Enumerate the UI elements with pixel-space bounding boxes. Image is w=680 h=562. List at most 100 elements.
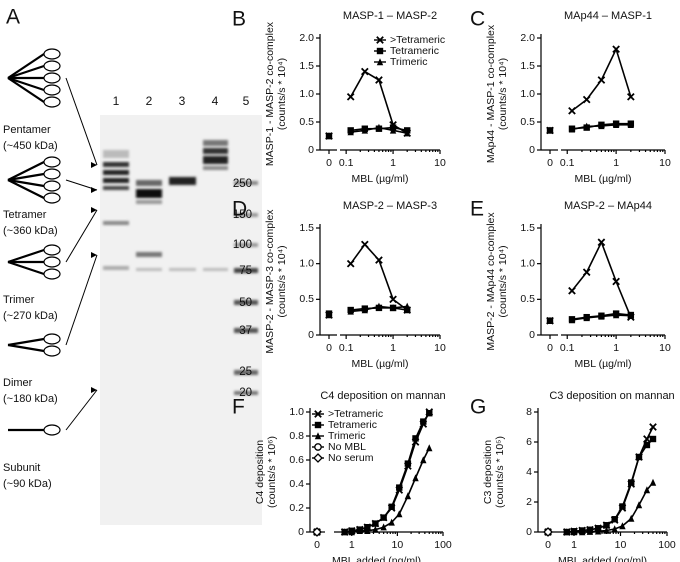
icon-head [43, 333, 61, 345]
icon-head [43, 84, 61, 96]
x-tick-label: 100 [434, 539, 452, 551]
arrow-head [91, 187, 97, 193]
icon-stalk [7, 64, 45, 80]
y-tick-label: 1.5 [520, 222, 535, 234]
marker-square [404, 460, 412, 467]
arrow-head [91, 207, 97, 213]
marker-square [649, 435, 657, 443]
icon-stalk [7, 53, 45, 79]
series-line [378, 79, 394, 126]
marker-cross [597, 76, 606, 84]
marker-triangle [568, 316, 576, 324]
marker-triangle [627, 121, 635, 128]
x-tick-label: 0 [326, 342, 332, 354]
marker-square [603, 522, 610, 529]
ladder-label: 250 [233, 178, 252, 190]
y-axis-label: (counts/s * 10⁴) [497, 245, 509, 317]
icon-stalk [7, 260, 45, 276]
x-axis-label: MBL (µg/ml) [352, 358, 409, 370]
molecule-icon [8, 387, 98, 436]
marker-triangle [628, 514, 635, 522]
arrow-head [91, 252, 97, 258]
icon-stalk [7, 76, 45, 92]
icon-head [43, 424, 61, 436]
series-line [630, 456, 640, 483]
lane-label: 1 [113, 94, 120, 108]
marker-triangle [347, 128, 354, 136]
y-tick-label: 0.5 [299, 116, 314, 128]
icon-stalk [7, 179, 45, 199]
marker-triangle [594, 527, 602, 535]
series-line [571, 125, 587, 131]
marker-triangle [404, 492, 412, 500]
x-tick-label: 10 [659, 342, 671, 354]
y-tick-label: 0 [308, 144, 314, 156]
marker-cross [568, 106, 576, 115]
marker-triangle [583, 122, 590, 130]
y-tick-label: 1.5 [299, 60, 314, 72]
y-tick-label: 2 [526, 496, 532, 508]
y-axis-label: MAp44 - MASP-1 co-complex [485, 24, 497, 163]
chart-title: MASP-2 – MASP-3 [343, 200, 437, 212]
marker-triangle [612, 311, 620, 319]
icon-head [43, 256, 61, 268]
marker-triangle [388, 518, 395, 526]
x-tick-label: 0.1 [339, 157, 354, 169]
y-tick-label: 0.5 [520, 293, 535, 305]
icon-stalk [7, 343, 45, 353]
marker-triangle [578, 528, 586, 536]
molecule-icon [7, 207, 98, 280]
x-tick-label: 0 [314, 539, 320, 551]
ladder-label: 100 [233, 239, 252, 251]
x-axis-label: MBL (µg/ml) [575, 173, 632, 185]
marker-triangle [380, 523, 387, 531]
marker-square [426, 410, 433, 417]
y-tick-label: 0.4 [289, 478, 304, 490]
ladder-label: 50 [239, 297, 252, 309]
marker-square [396, 484, 403, 491]
y-tick-label: 1.0 [299, 88, 314, 100]
panel-label: G [470, 396, 486, 419]
x-tick-label: 1 [349, 539, 355, 551]
chart-title: C3 deposition on mannan [549, 390, 674, 402]
marker-square [412, 435, 419, 442]
panel-label: A [6, 6, 20, 29]
gel-background [100, 115, 262, 525]
y-axis-label: (counts/s * 10⁵) [494, 436, 506, 508]
marker-cross [346, 259, 355, 268]
y-tick-label: 1.5 [299, 222, 314, 234]
icon-stalk [7, 161, 45, 181]
series-line [571, 317, 587, 321]
icon-head [43, 268, 61, 280]
icon-stalk [7, 172, 45, 182]
icon-head [43, 192, 61, 204]
marker-triangle [635, 501, 643, 509]
series-line [586, 315, 602, 319]
marker-cross [582, 95, 591, 104]
marker-square [314, 421, 322, 429]
marker-triangle [325, 311, 333, 319]
icon-head [43, 72, 61, 84]
molecule-name: Pentamer [3, 124, 51, 136]
x-axis-label: MBL (µg/ml) [352, 173, 409, 185]
series-line [601, 124, 617, 127]
molecule-name: Dimer [3, 377, 33, 389]
marker-square [388, 503, 395, 510]
y-tick-label: 0.8 [289, 430, 304, 442]
ladder-label: 75 [239, 265, 252, 277]
marker-triangle [546, 126, 554, 134]
y-axis-label: (counts/s * 10⁴) [276, 245, 288, 317]
marker-triangle [403, 129, 411, 137]
marker-diamond [312, 527, 322, 537]
arrow-line [65, 209, 98, 263]
marker-triangle [546, 316, 554, 324]
series-line [600, 241, 617, 282]
x-tick-label: 10 [659, 157, 671, 169]
marker-cross [360, 67, 369, 76]
arrow-line [65, 77, 98, 166]
marker-cross [568, 286, 576, 295]
series-line [392, 305, 408, 309]
series-line [585, 241, 603, 273]
gel-image [100, 115, 262, 525]
